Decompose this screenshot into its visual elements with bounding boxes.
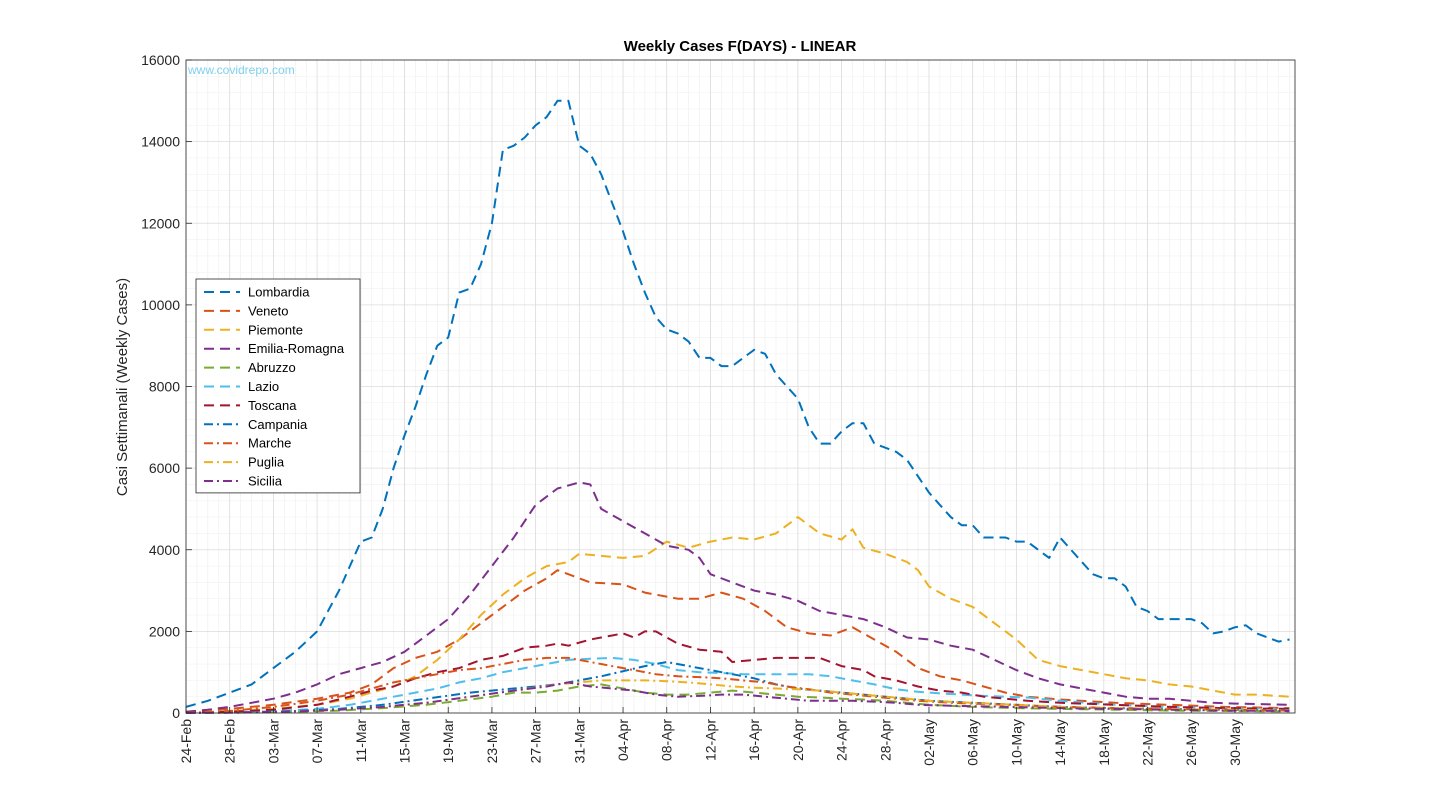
legend-label: Lazio	[248, 379, 279, 394]
x-tick-label: 10-May	[1008, 719, 1024, 766]
series-line-lazio	[185, 656, 1290, 714]
x-tick-label: 16-Apr	[746, 719, 762, 761]
legend-label: Lombardia	[248, 285, 310, 300]
x-tick-label: 02-May	[921, 719, 937, 766]
x-tick-label: 06-May	[965, 719, 981, 766]
series-line-lombardia	[185, 99, 1290, 708]
x-tick-label: 24-Feb	[178, 719, 194, 764]
x-tick-label: 20-Apr	[790, 719, 806, 761]
legend-label: Abruzzo	[248, 360, 296, 375]
x-axis: 24-Feb 28-Feb 03-Mar 07-Mar 11-Mar 15-Mar 19-M…	[178, 707, 1243, 766]
x-tick-label: 18-May	[1096, 719, 1112, 766]
y-axis-label: Casi Settimanali (Weekly Cases)	[114, 278, 131, 496]
x-tick-label: 03-Mar	[265, 719, 281, 764]
y-axis: 0 2000 4000 6000 8000 10000 12000 14000 16000	[141, 52, 192, 721]
x-tick-label: 23-Mar	[484, 719, 500, 764]
x-tick-label: 26-May	[1183, 719, 1199, 766]
x-tick-label: 07-Mar	[309, 719, 325, 764]
y-tick-label: 8000	[149, 379, 180, 395]
y-tick-label: 14000	[141, 134, 180, 150]
x-tick-label: 14-May	[1052, 719, 1068, 766]
legend-label: Piemonte	[248, 322, 303, 337]
legend-label: Toscana	[248, 398, 297, 413]
x-tick-label: 12-Apr	[702, 719, 718, 761]
x-tick-label: 24-Apr	[834, 719, 850, 761]
chart-title: Weekly Cases F(DAYS) - LINEAR	[624, 38, 857, 55]
legend-label: Campania	[248, 417, 308, 432]
y-tick-label: 12000	[141, 215, 180, 231]
watermark: www.covidrepo.com	[187, 63, 295, 77]
x-tick-label: 27-Mar	[528, 719, 544, 764]
x-tick-label: 28-Apr	[877, 719, 893, 761]
legend-label: Puglia	[248, 455, 285, 470]
x-tick-label: 11-Mar	[353, 719, 369, 763]
legend-label: Sicilia	[248, 474, 283, 489]
major-grid	[185, 59, 1295, 714]
legend-label: Emilia-Romagna	[248, 341, 345, 356]
legend-label: Veneto	[248, 303, 289, 318]
series-line-emilia-romagna	[185, 481, 1290, 713]
series-line-puglia	[185, 679, 1290, 714]
x-tick-label: 04-Apr	[615, 719, 631, 761]
x-tick-label: 31-Mar	[571, 719, 587, 764]
x-tick-label: 15-Mar	[397, 719, 413, 764]
y-tick-label: 16000	[141, 52, 180, 68]
series-line-piemonte	[185, 516, 1290, 714]
y-tick-label: 4000	[149, 542, 180, 558]
x-tick-label: 08-Apr	[659, 719, 675, 761]
y-tick-label: 6000	[149, 460, 180, 476]
y-tick-label: 10000	[141, 297, 180, 313]
x-tick-label: 22-May	[1139, 719, 1155, 766]
series-line-sicilia	[185, 681, 1290, 714]
legend-label: Marche	[248, 436, 291, 451]
y-tick-label: 2000	[149, 623, 180, 639]
legend[interactable]: Lombardia Veneto Piemonte Emilia-Romagna Abr…	[195, 278, 361, 494]
x-tick-label: 30-May	[1227, 719, 1243, 766]
series-line-toscana	[185, 630, 1290, 714]
x-tick-label: 19-Mar	[440, 719, 456, 764]
series-layer	[185, 99, 1290, 714]
x-tick-label: 28-Feb	[222, 719, 238, 764]
y-tick-label: 0	[172, 705, 180, 721]
series-line-veneto	[185, 569, 1290, 713]
